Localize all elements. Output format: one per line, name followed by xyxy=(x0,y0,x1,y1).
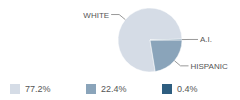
html-text:77.2%: 77.2% xyxy=(25,84,51,94)
html-text:0.4%: 0.4% xyxy=(177,84,198,94)
svg-text:WHITE: WHITE xyxy=(83,11,109,20)
svg-text:HISPANIC: HISPANIC xyxy=(191,62,228,71)
html-text:22.4%: 22.4% xyxy=(101,84,127,94)
svg-text:A.I.: A.I. xyxy=(200,35,212,44)
